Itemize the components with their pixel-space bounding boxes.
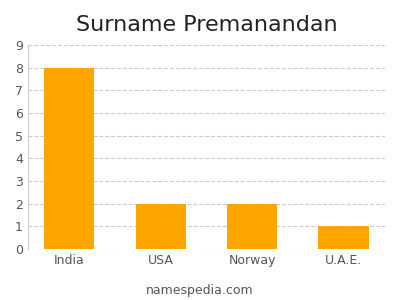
Text: namespedia.com: namespedia.com: [146, 284, 254, 297]
Bar: [227, 204, 277, 249]
Bar: [136, 204, 186, 249]
Title: Surname Premanandan: Surname Premanandan: [76, 15, 337, 35]
Bar: [318, 226, 369, 249]
Bar: [44, 68, 94, 249]
